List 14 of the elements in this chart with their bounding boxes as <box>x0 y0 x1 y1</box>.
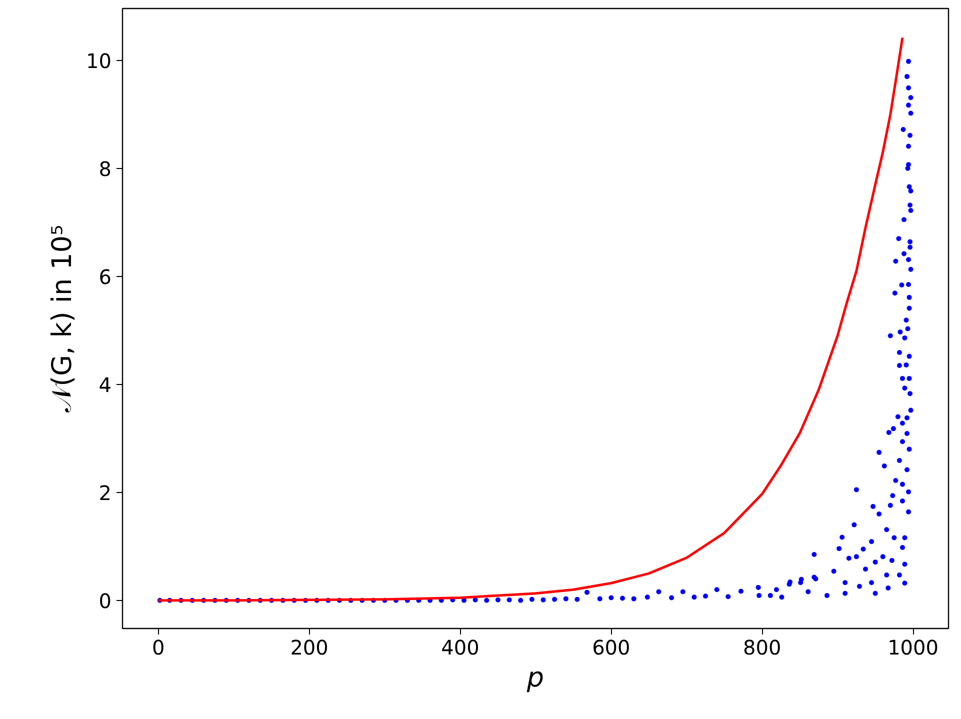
x-tick-label: 800 <box>743 636 782 660</box>
y-tick-label: 6 <box>98 264 112 289</box>
x-axis-title: p <box>526 662 544 694</box>
y-tick-label: 4 <box>98 372 112 397</box>
y-tick-label: 10 <box>86 48 112 73</box>
x-tick-label: 200 <box>290 636 328 660</box>
x-tick-label: 600 <box>592 636 630 660</box>
x-tick-label: 1000 <box>888 636 938 660</box>
y-tick-label: 2 <box>98 480 112 505</box>
y-tick-label: 8 <box>98 156 112 181</box>
y-axis-title: 𝒩(G, k) in 10⁵ <box>47 224 78 412</box>
x-tick-label: 400 <box>441 636 480 660</box>
x-tick-label: 0 <box>152 636 165 660</box>
y-tick-label: 0 <box>98 588 112 613</box>
